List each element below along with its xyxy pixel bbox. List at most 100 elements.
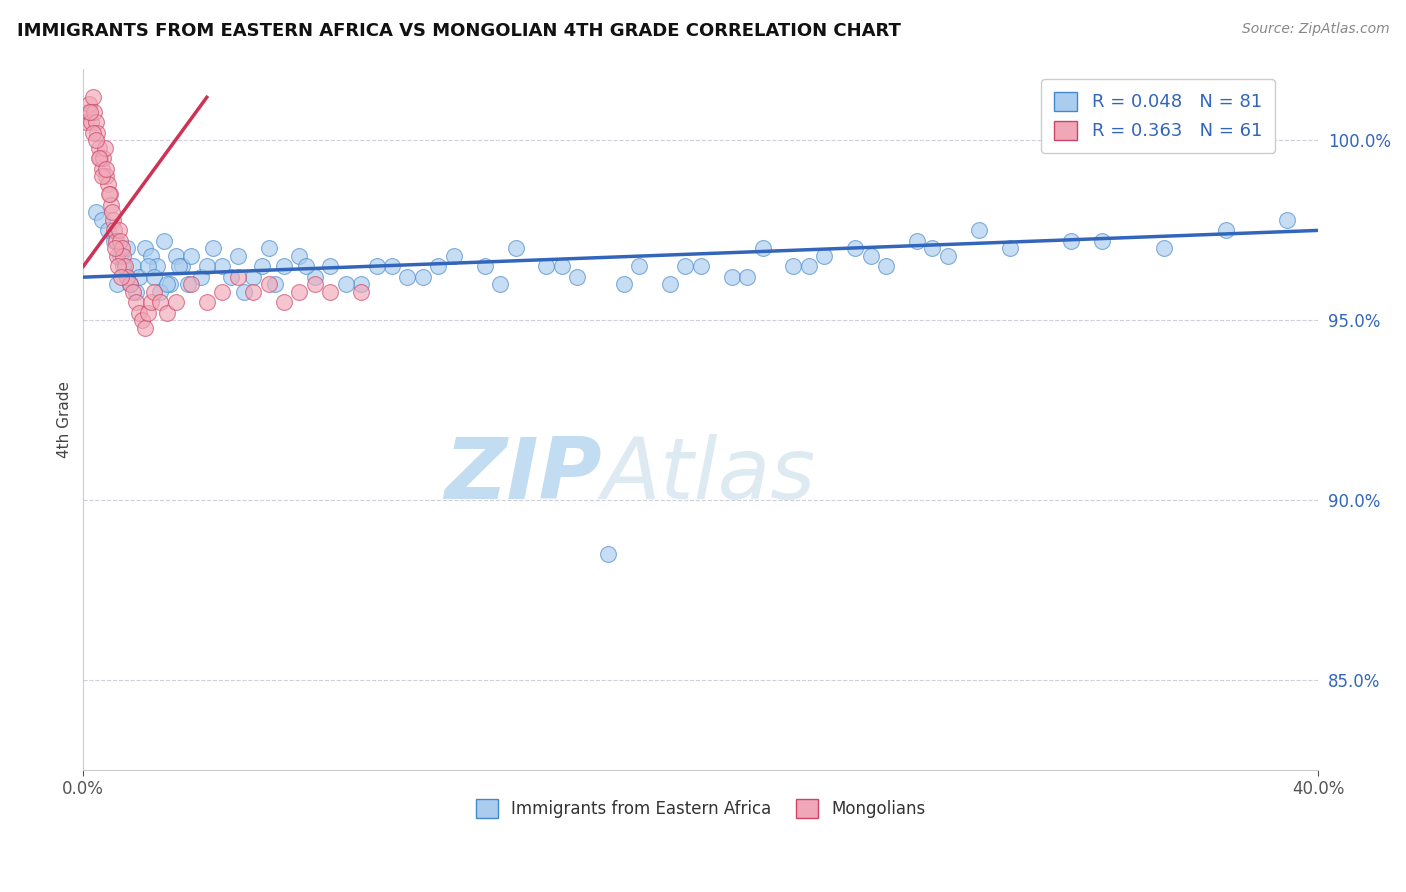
Point xyxy=(613,277,636,292)
Point xyxy=(79,104,101,119)
Point xyxy=(257,241,280,255)
Point xyxy=(152,234,174,248)
Point xyxy=(105,249,128,263)
Point xyxy=(110,270,132,285)
Point xyxy=(396,270,419,285)
Point xyxy=(96,169,118,184)
Point xyxy=(967,223,990,237)
Point xyxy=(143,285,166,299)
Point xyxy=(80,115,103,129)
Point xyxy=(101,212,124,227)
Text: IMMIGRANTS FROM EASTERN AFRICA VS MONGOLIAN 4TH GRADE CORRELATION CHART: IMMIGRANTS FROM EASTERN AFRICA VS MONGOL… xyxy=(17,22,901,40)
Point xyxy=(98,187,121,202)
Point xyxy=(998,241,1021,255)
Point xyxy=(89,152,111,166)
Point xyxy=(782,260,804,274)
Point xyxy=(82,90,104,104)
Point xyxy=(1153,241,1175,255)
Point xyxy=(875,260,897,274)
Point xyxy=(112,249,135,263)
Point xyxy=(159,277,181,292)
Point xyxy=(751,241,773,255)
Point xyxy=(90,212,112,227)
Point xyxy=(141,295,163,310)
Point xyxy=(84,115,107,129)
Point xyxy=(94,162,117,177)
Point xyxy=(797,260,820,274)
Point xyxy=(94,141,117,155)
Point xyxy=(505,241,527,255)
Legend: Immigrants from Eastern Africa, Mongolians: Immigrants from Eastern Africa, Mongolia… xyxy=(470,793,932,825)
Point xyxy=(97,177,120,191)
Point xyxy=(134,320,156,334)
Point xyxy=(1277,212,1299,227)
Point xyxy=(86,126,108,140)
Point xyxy=(226,270,249,285)
Point xyxy=(720,270,742,285)
Point xyxy=(366,260,388,274)
Point xyxy=(156,277,179,292)
Point xyxy=(177,277,200,292)
Point xyxy=(190,270,212,285)
Point xyxy=(536,260,558,274)
Point xyxy=(242,285,264,299)
Point xyxy=(273,260,295,274)
Point xyxy=(77,104,100,119)
Point xyxy=(93,152,115,166)
Text: ZIP: ZIP xyxy=(444,434,602,516)
Text: Source: ZipAtlas.com: Source: ZipAtlas.com xyxy=(1241,22,1389,37)
Point xyxy=(136,260,159,274)
Point xyxy=(84,205,107,219)
Point xyxy=(257,277,280,292)
Point xyxy=(304,270,326,285)
Point xyxy=(859,249,882,263)
Point xyxy=(201,241,224,255)
Point xyxy=(83,104,105,119)
Point xyxy=(103,223,125,237)
Point xyxy=(128,270,150,285)
Point xyxy=(131,313,153,327)
Point xyxy=(128,306,150,320)
Point xyxy=(921,241,943,255)
Point xyxy=(100,205,122,219)
Point xyxy=(304,277,326,292)
Point xyxy=(474,260,496,274)
Point xyxy=(211,260,233,274)
Point xyxy=(319,260,342,274)
Point xyxy=(263,277,285,292)
Point xyxy=(112,260,135,274)
Point xyxy=(936,249,959,263)
Point xyxy=(813,249,835,263)
Point xyxy=(735,270,758,285)
Point xyxy=(156,306,179,320)
Point xyxy=(567,270,589,285)
Point xyxy=(172,260,194,274)
Point xyxy=(110,249,132,263)
Point xyxy=(97,223,120,237)
Point xyxy=(91,169,114,184)
Point xyxy=(252,260,274,274)
Point xyxy=(180,249,202,263)
Point xyxy=(221,270,243,285)
Point xyxy=(844,241,866,255)
Point xyxy=(107,223,129,237)
Point xyxy=(110,234,132,248)
Point xyxy=(1215,223,1237,237)
Point xyxy=(288,285,311,299)
Point xyxy=(100,198,122,212)
Point xyxy=(211,285,233,299)
Point xyxy=(232,285,254,299)
Point xyxy=(125,285,148,299)
Point xyxy=(105,277,128,292)
Point xyxy=(149,285,172,299)
Point xyxy=(136,306,159,320)
Point xyxy=(79,97,101,112)
Point xyxy=(273,295,295,310)
Point xyxy=(1060,234,1083,248)
Point xyxy=(104,234,127,248)
Point xyxy=(489,277,512,292)
Point xyxy=(381,260,404,274)
Point xyxy=(111,241,134,255)
Point xyxy=(149,295,172,310)
Point xyxy=(598,547,620,561)
